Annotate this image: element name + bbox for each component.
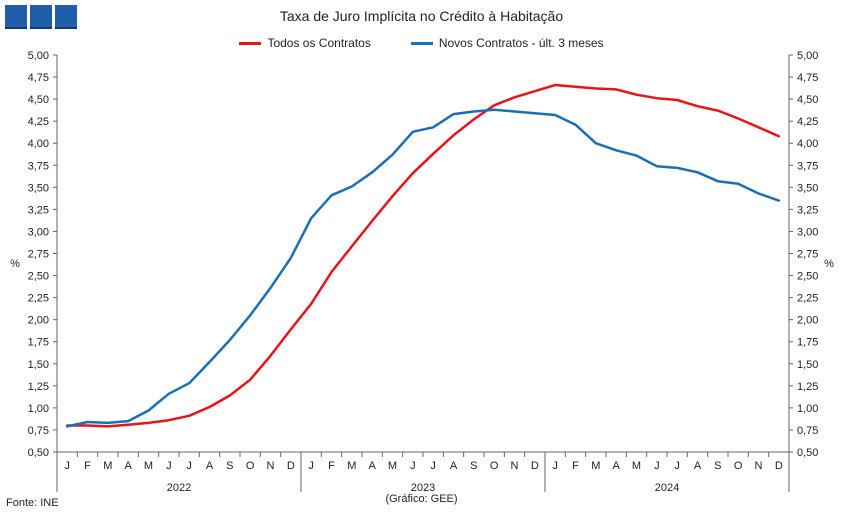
y-tick-label-left: 1,50 <box>28 359 49 371</box>
y-tick-label-left: 3,25 <box>28 204 49 216</box>
y-tick-label-right: 3,75 <box>797 160 818 172</box>
y-tick-label-right: 4,00 <box>797 138 818 150</box>
month-label: A <box>124 460 132 472</box>
series-line-all-contracts <box>65 83 781 428</box>
y-tick-label-left: 4,50 <box>28 94 49 106</box>
y-tick-label-left: 3,50 <box>28 182 49 194</box>
month-label: J <box>186 460 192 472</box>
y-tick-label-right: 4,25 <box>797 116 818 128</box>
year-label: 2023 <box>411 482 435 494</box>
y-tick-label-right: 0,75 <box>797 425 818 437</box>
y-tick-label-left: 5,00 <box>28 50 49 62</box>
y-tick-label-left: 0,50 <box>28 447 49 459</box>
month-label: J <box>64 460 70 472</box>
month-label: M <box>632 460 641 472</box>
month-label: O <box>734 460 743 472</box>
gee-logo <box>5 5 77 29</box>
y-tick-label-right: 2,25 <box>797 293 818 305</box>
month-label: J <box>410 460 416 472</box>
y-axis-label-left: % <box>10 258 20 270</box>
month-label: M <box>144 460 153 472</box>
y-tick-label-right: 1,50 <box>797 359 818 371</box>
month-label: J <box>552 460 558 472</box>
y-tick-label-left: 1,00 <box>28 403 49 415</box>
y-tick-label-right: 3,50 <box>797 182 818 194</box>
y-tick-label-right: 4,75 <box>797 72 818 84</box>
month-label: A <box>206 460 214 472</box>
month-label: A <box>450 460 458 472</box>
month-label: N <box>511 460 519 472</box>
y-tick-label-right: 0,50 <box>797 447 818 459</box>
y-tick-label-right: 1,75 <box>797 337 818 349</box>
legend-swatch-red <box>239 41 262 45</box>
y-tick-label-right: 1,00 <box>797 403 818 415</box>
y-tick-label-left: 4,25 <box>28 116 49 128</box>
month-label: S <box>470 460 477 472</box>
month-label: A <box>612 460 620 472</box>
y-tick-label-left: 2,00 <box>28 315 49 327</box>
logo-block <box>55 5 77 29</box>
month-label: F <box>84 460 91 472</box>
month-label: S <box>226 460 233 472</box>
y-tick-label-left: 4,00 <box>28 138 49 150</box>
year-label: 2024 <box>655 482 679 494</box>
y-tick-label-left: 2,50 <box>28 271 49 283</box>
y-tick-label-right: 4,50 <box>797 94 818 106</box>
y-tick-label-left: 2,75 <box>28 249 49 261</box>
legend-label: Todos os Contratos <box>267 36 371 50</box>
month-label: A <box>694 460 702 472</box>
legend-label: Novos Contratos - últ. 3 meses <box>438 36 604 50</box>
y-tick-label-left: 2,25 <box>28 293 49 305</box>
month-label: D <box>287 460 295 472</box>
logo-block <box>5 5 27 29</box>
y-tick-label-right: 1,25 <box>797 381 818 393</box>
source-note: Fonte: INE <box>6 497 59 509</box>
month-label: M <box>103 460 112 472</box>
y-tick-label-right: 2,00 <box>797 315 818 327</box>
month-label: M <box>347 460 356 472</box>
month-label: D <box>775 460 783 472</box>
y-tick-label-right: 2,50 <box>797 271 818 283</box>
month-label: F <box>572 460 579 472</box>
month-label: J <box>674 460 680 472</box>
month-label: J <box>166 460 172 472</box>
year-label: 2022 <box>167 482 191 494</box>
month-label: A <box>368 460 376 472</box>
month-label: J <box>654 460 660 472</box>
y-tick-label-left: 4,75 <box>28 72 49 84</box>
y-tick-label-right: 5,00 <box>797 50 818 62</box>
series-line-new-contracts <box>65 108 781 428</box>
month-label: O <box>246 460 255 472</box>
chart-legend: Todos os Contratos Novos Contratos - últ… <box>0 36 843 50</box>
month-label: O <box>490 460 499 472</box>
credit-note: (Gráfico: GEE) <box>385 493 458 505</box>
month-label: M <box>388 460 397 472</box>
y-tick-label-right: 3,25 <box>797 204 818 216</box>
y-tick-label-right: 3,00 <box>797 226 818 238</box>
y-tick-label-left: 3,00 <box>28 226 49 238</box>
month-label: J <box>308 460 314 472</box>
legend-item-new-contracts: Novos Contratos - últ. 3 meses <box>410 36 604 50</box>
chart-title: Taxa de Juro Implícita no Crédito à Habi… <box>279 8 564 24</box>
y-tick-label-left: 1,75 <box>28 337 49 349</box>
month-label: M <box>591 460 600 472</box>
month-label: D <box>531 460 539 472</box>
legend-swatch-blue <box>410 41 433 45</box>
logo-block <box>30 5 52 29</box>
y-tick-label-left: 3,75 <box>28 160 49 172</box>
legend-item-all-contracts: Todos os Contratos <box>239 36 371 50</box>
month-label: J <box>430 460 436 472</box>
month-label: N <box>267 460 275 472</box>
y-tick-label-right: 2,75 <box>797 249 818 261</box>
month-label: N <box>755 460 763 472</box>
month-label: F <box>328 460 335 472</box>
y-tick-label-left: 1,25 <box>28 381 49 393</box>
month-label: S <box>714 460 721 472</box>
y-axis-label-right: % <box>824 258 834 270</box>
y-tick-label-left: 0,75 <box>28 425 49 437</box>
